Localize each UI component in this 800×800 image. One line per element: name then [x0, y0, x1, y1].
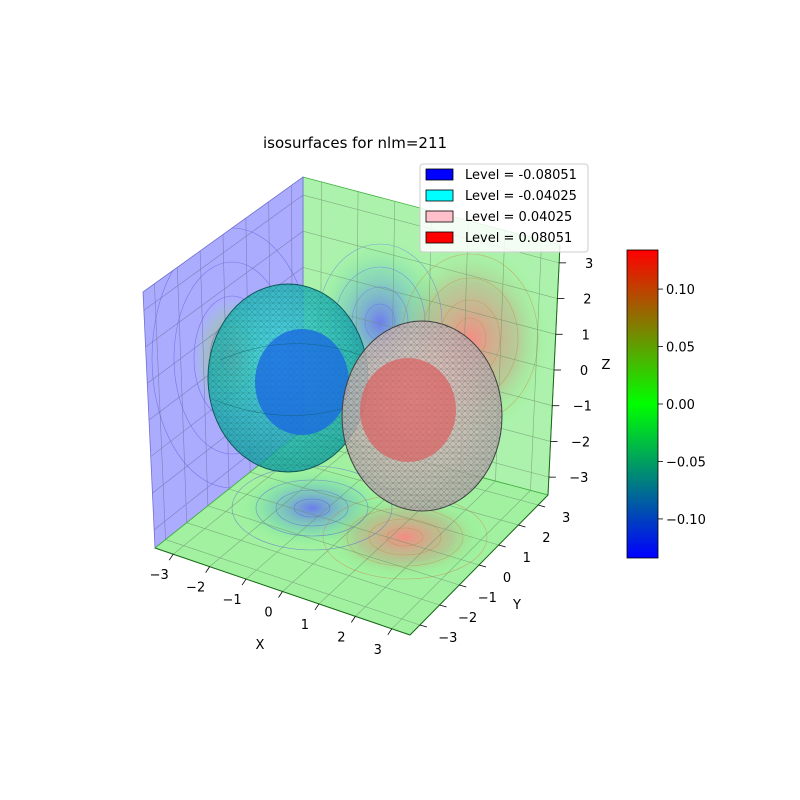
x-tick-label: −3 — [150, 568, 169, 583]
legend-label: Level = -0.04025 — [465, 189, 577, 204]
positive-lobe — [341, 320, 503, 512]
y-tick — [498, 544, 506, 548]
y-tick-label: 2 — [542, 531, 550, 546]
x-tick — [241, 578, 247, 586]
legend-label: Level = 0.04025 — [465, 210, 572, 225]
z-axis-label: Z — [602, 358, 611, 373]
colorbar-tick-label: 0.05 — [666, 341, 695, 356]
legend-swatch — [425, 231, 454, 244]
x-tick-label: 1 — [301, 618, 309, 633]
y-tick-label: 3 — [562, 511, 570, 526]
x-tick-label: −1 — [222, 593, 241, 608]
colorbar-tick-label: −0.10 — [666, 513, 706, 528]
legend-label: Level = -0.08051 — [465, 168, 577, 183]
colorbar-tick-label: 0.10 — [666, 283, 695, 298]
y-tick — [439, 604, 447, 608]
y-tick — [419, 624, 427, 628]
x-tick-label: 3 — [374, 643, 382, 658]
x-axis-ticks: −3 −2 −1 0 1 2 3 — [150, 553, 393, 658]
y-tick — [459, 584, 467, 588]
z-tick-label: 0 — [580, 364, 588, 379]
x-tick — [205, 566, 210, 573]
x-tick-label: −2 — [186, 581, 205, 596]
z-tick-label: 3 — [585, 257, 593, 272]
legend-swatch — [425, 189, 454, 202]
y-tick-label: −2 — [458, 611, 477, 626]
chart-title: isosurfaces for nlm=211 — [263, 134, 447, 152]
isosurface-level-minus-0.08051 — [255, 329, 349, 435]
isosurface-level-0.08051 — [360, 358, 456, 462]
x-tick — [168, 553, 174, 561]
legend: Level = -0.08051 Level = -0.04025 Level = … — [419, 163, 589, 253]
z-axis-ticks: −3 −2 −1 0 1 2 3 — [548, 257, 593, 486]
z-tick-label: −1 — [573, 400, 592, 415]
legend-swatch — [425, 210, 454, 223]
x-axis-label: X — [256, 638, 265, 653]
colorbar: 0.10 0.05 0.00 −0.05 −0.10 — [626, 249, 706, 559]
x-tick — [314, 603, 320, 611]
z-tick-label: −2 — [571, 435, 590, 450]
y-tick-label: −1 — [478, 591, 497, 606]
negative-lobe — [207, 283, 369, 473]
x-tick — [351, 616, 356, 623]
x-tick — [387, 628, 393, 636]
y-axis-label: Y — [512, 598, 521, 613]
x-tick — [278, 591, 283, 598]
x-tick-label: 2 — [337, 630, 345, 645]
y-tick-label: 0 — [503, 571, 511, 586]
colorbar-tick-label: −0.05 — [666, 455, 706, 470]
y-tick — [538, 504, 546, 508]
x-tick-label: 0 — [264, 606, 272, 621]
y-tick-label: −3 — [438, 631, 457, 646]
colorbar-tick-label: 0.00 — [666, 398, 695, 413]
z-tick-label: 1 — [582, 328, 590, 343]
z-tick-label: 2 — [583, 293, 591, 308]
y-tick — [518, 524, 526, 528]
z-tick-label: −3 — [569, 471, 588, 486]
legend-swatch — [425, 168, 454, 181]
y-tick-label: 1 — [523, 551, 531, 566]
legend-label: Level = 0.08051 — [465, 231, 572, 246]
y-tick — [478, 564, 487, 568]
